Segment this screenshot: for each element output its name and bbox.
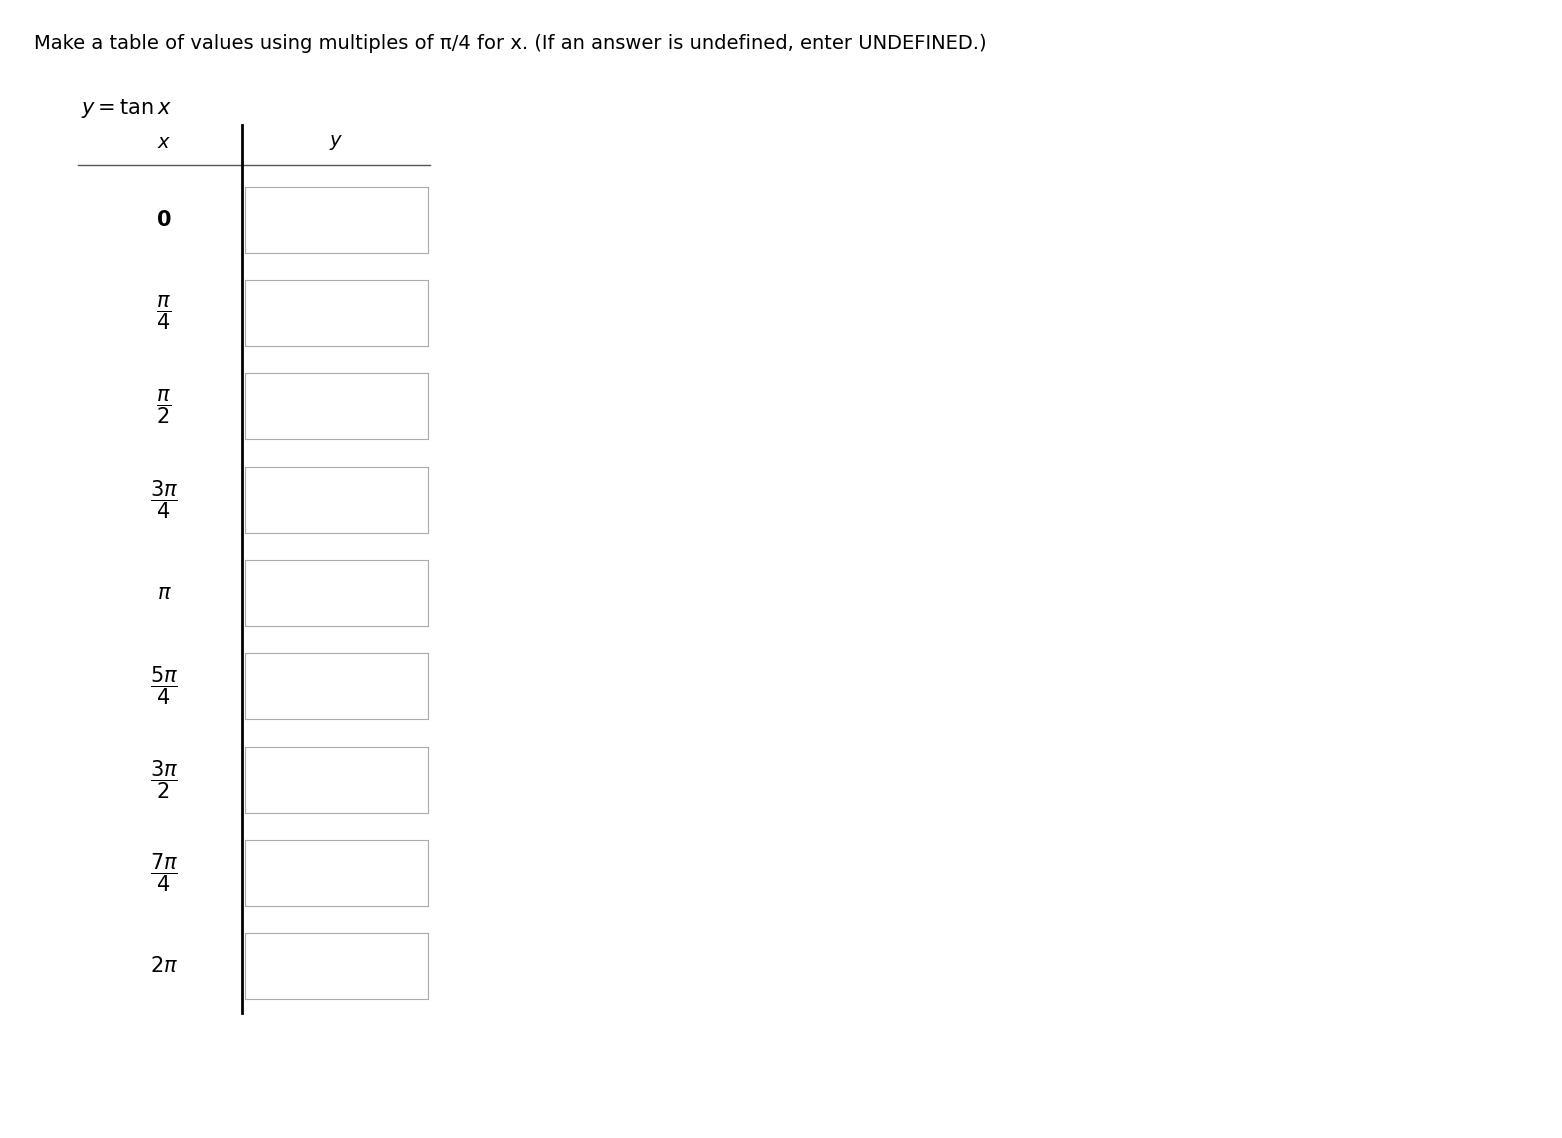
Text: $x$: $x$ [156,133,172,151]
Text: $\dfrac{\pi}{2}$: $\dfrac{\pi}{2}$ [156,387,172,426]
Text: $\dfrac{7\pi}{4}$: $\dfrac{7\pi}{4}$ [150,851,178,894]
Text: $\dfrac{3\pi}{2}$: $\dfrac{3\pi}{2}$ [150,758,178,801]
Text: Make a table of values using multiples of π/4 for x. (If an answer is undefined,: Make a table of values using multiples o… [34,34,987,53]
Text: $\pi$: $\pi$ [156,583,172,603]
Text: $\dfrac{5\pi}{4}$: $\dfrac{5\pi}{4}$ [150,665,178,708]
Text: $\dfrac{3\pi}{4}$: $\dfrac{3\pi}{4}$ [150,478,178,521]
Text: $2\pi$: $2\pi$ [150,956,178,976]
Text: $\mathbf{0}$: $\mathbf{0}$ [156,209,172,230]
Text: $y = \tan x$: $y = \tan x$ [81,97,172,119]
Text: $\dfrac{\pi}{4}$: $\dfrac{\pi}{4}$ [156,294,172,332]
Text: $y$: $y$ [328,133,344,151]
